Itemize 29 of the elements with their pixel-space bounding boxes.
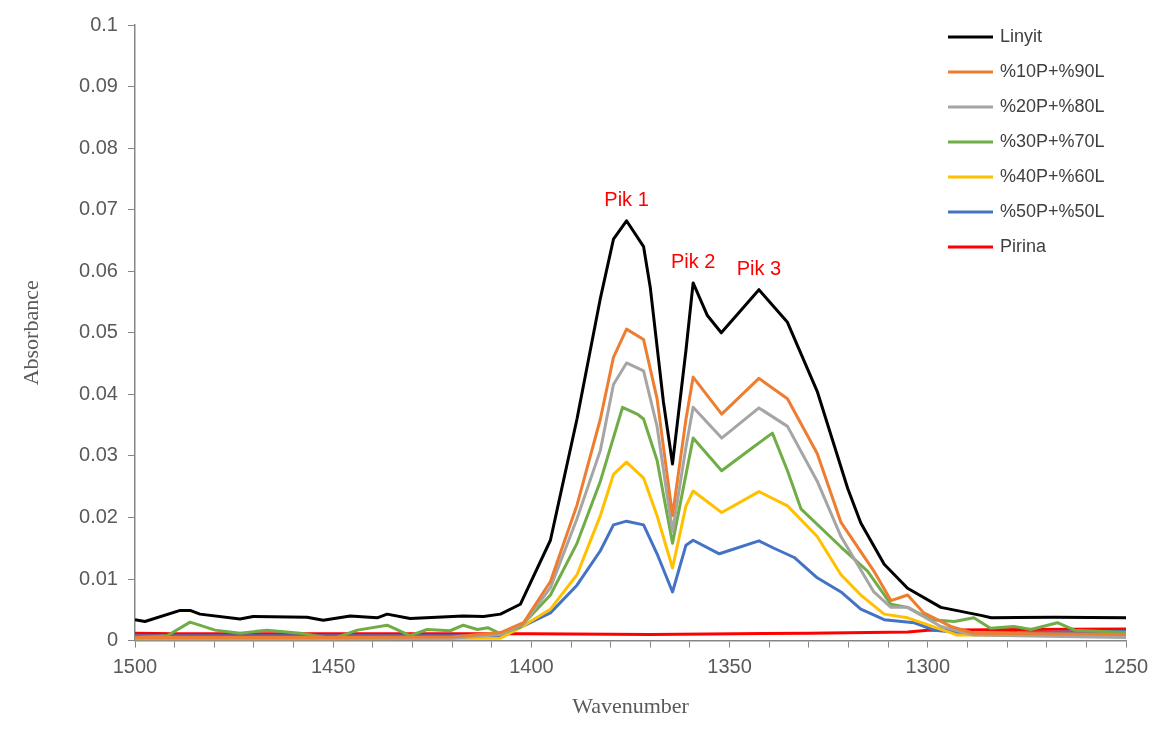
annotation: Pik 1 xyxy=(604,188,649,211)
y-tick-label: 0.02 xyxy=(79,505,118,527)
legend-label: Pirina xyxy=(1000,235,1048,256)
y-tick-label: 0.09 xyxy=(79,74,118,97)
x-tick-label: 1500 xyxy=(112,655,158,678)
legend-label: %20P+%80L xyxy=(1000,95,1105,116)
legend-label: %50P+%50L xyxy=(1000,200,1105,221)
x-tick-label: 1450 xyxy=(310,655,356,678)
annotation: Pik 2 xyxy=(670,250,716,273)
y-tick-label: 0.03 xyxy=(79,443,118,466)
y-tick-label: 0.07 xyxy=(79,197,118,220)
legend-label: Linyit xyxy=(1000,25,1043,46)
legend-label: %10P+%90L xyxy=(1000,60,1105,81)
y-tick-label: 0.08 xyxy=(79,135,118,158)
y-axis-title: Absorbance xyxy=(17,280,43,386)
legend-label: %30P+%70L xyxy=(1000,130,1105,151)
x-tick-label: 1400 xyxy=(509,655,554,678)
y-tick-label: 0.05 xyxy=(79,320,118,343)
x-tick-label: 1250 xyxy=(1103,655,1149,678)
y-tick-label: 0.04 xyxy=(79,381,118,404)
y-tick-label: 0.01 xyxy=(79,566,118,589)
x-tick-label: 1350 xyxy=(707,655,752,678)
annotation: Pik 3 xyxy=(736,257,782,280)
x-tick-label: 1300 xyxy=(905,655,951,678)
x-axis-title: Wavenumber xyxy=(572,692,690,718)
legend-label: %40P+%60L xyxy=(1000,165,1105,186)
y-tick-label: 0.06 xyxy=(79,258,118,281)
y-tick-label: 0.1 xyxy=(90,12,118,35)
y-tick-label: 0 xyxy=(106,628,118,651)
